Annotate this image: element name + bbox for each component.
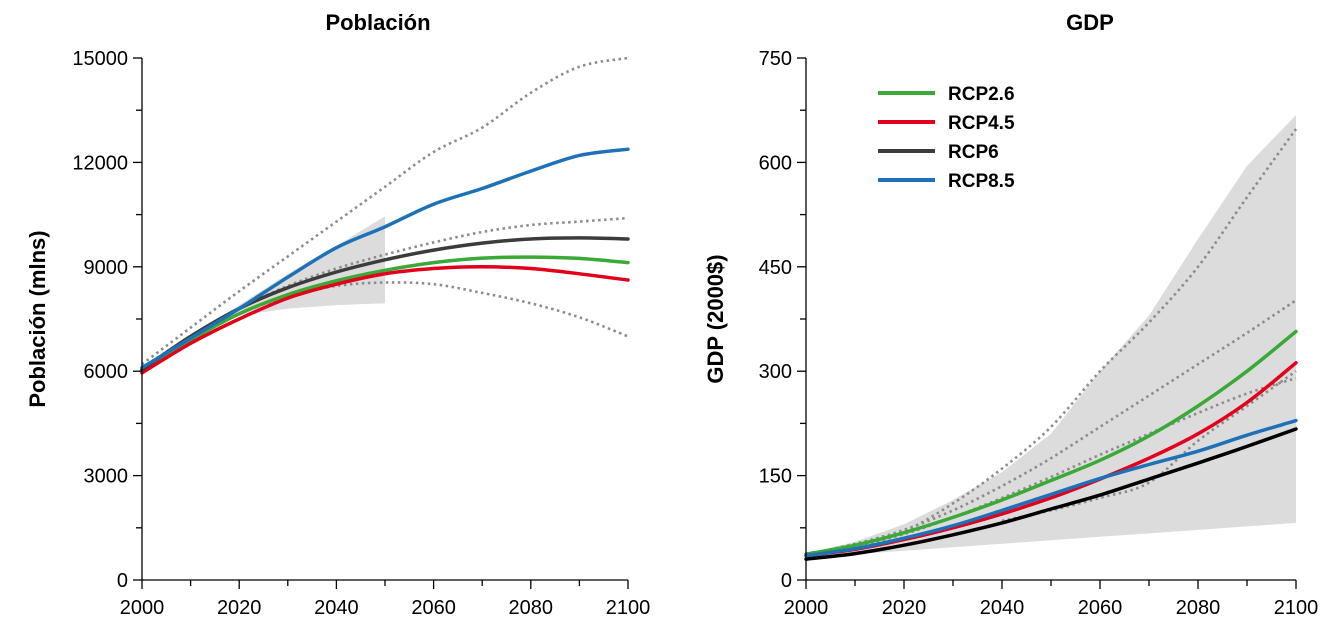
x-tick-label: 2040: [314, 597, 359, 619]
legend-item-rcp8-5: RCP8.5: [878, 171, 1015, 192]
x-tick-label: 2080: [1176, 597, 1221, 619]
series-line-rcp6: [804, 427, 1298, 561]
x-tick-label: 2040: [980, 597, 1025, 619]
legend-label: RCP8.5: [948, 171, 1015, 192]
x-tick-label: 2060: [411, 597, 456, 619]
legend-label: RCP4.5: [948, 113, 1015, 134]
legend-item-rcp4-5: RCP4.5: [878, 113, 1015, 134]
gdp-plot: 0 150 300 450 600 750 2000 2020 2040 2060 2080 2100…: [703, 10, 1318, 619]
reference-line-1: [805, 128, 1298, 555]
reference-line-2: [805, 299, 1297, 556]
y-tick-label: 150: [759, 466, 792, 488]
x-tick-label: 2000: [784, 597, 829, 619]
series-line-rcp2-6: [804, 329, 1298, 556]
x-tick-label: 2020: [217, 597, 262, 619]
y-tick-label: 0: [781, 570, 792, 592]
series-line-rcp8-5: [140, 147, 630, 370]
y-axis-label: GDP (2000$): [703, 254, 728, 383]
y-tick-label: 12000: [72, 152, 128, 174]
series-line-rcp4-5: [140, 265, 630, 375]
y-tick-label: 6000: [84, 361, 129, 383]
y-tick-label: 750: [759, 48, 792, 70]
legend-label: RCP2.6: [948, 84, 1015, 105]
x-tick-label: 2000: [120, 597, 165, 619]
x-tick-label: 2100: [606, 597, 651, 619]
y-tick-label: 9000: [84, 257, 129, 279]
y-axis-label: Población (mlns): [25, 230, 50, 407]
y-tick-label: 3000: [84, 466, 129, 488]
x-tick-label: 2100: [1274, 597, 1319, 619]
y-tick-label: 300: [759, 361, 792, 383]
legend-label: RCP6: [948, 142, 999, 163]
legend-item-rcp2-6: RCP2.6: [878, 84, 1015, 105]
x-tick-label: 2060: [1078, 597, 1123, 619]
x-tick-label: 2080: [509, 597, 554, 619]
series-line-rcp8-5: [804, 418, 1298, 558]
x-tick-label: 2020: [882, 597, 927, 619]
chart-title: GDP: [1066, 10, 1114, 35]
y-tick-label: 0: [117, 570, 128, 592]
reference-line-1: [141, 56, 629, 366]
y-tick-label: 600: [759, 152, 792, 174]
y-tick-label: 450: [759, 257, 792, 279]
legend: RCP2.6 RCP4.5 RCP6 RCP8.5: [878, 84, 1015, 192]
chart-title: Población: [325, 10, 430, 35]
series-line-rcp2-6: [140, 255, 630, 372]
population-plot: 0 3000 6000 9000 12000 15000 2000 2020 2040 2060 2…: [25, 10, 650, 619]
y-tick-label: 15000: [72, 48, 128, 70]
legend-item-rcp6: RCP6: [878, 142, 999, 163]
